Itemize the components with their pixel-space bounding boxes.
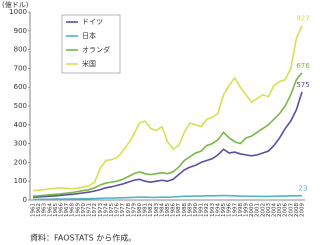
- end-value-label: 676: [296, 62, 310, 70]
- y-tick-label: 400: [14, 121, 27, 129]
- x-tick-label: 1982: [148, 203, 154, 217]
- x-tick-label: 1971: [87, 203, 93, 217]
- x-tick-label: 1966: [59, 203, 65, 217]
- x-tick-label: 1991: [199, 203, 205, 217]
- x-tick-label: 2005: [277, 203, 283, 217]
- x-tick-label: 2007: [288, 203, 294, 217]
- x-tick-label: 1968: [70, 203, 76, 217]
- legend-label: ドイツ: [82, 18, 103, 26]
- x-tick-label: 1974: [103, 203, 109, 217]
- x-tick-label: 1961: [31, 203, 37, 217]
- y-tick-label: 700: [14, 64, 27, 72]
- x-tick-label: 2008: [294, 203, 300, 217]
- x-tick-label: 2001: [255, 203, 261, 217]
- x-tick-label: 1972: [92, 203, 98, 217]
- series-line: [33, 194, 303, 201]
- x-tick-label: 1986: [171, 203, 177, 217]
- series-line: [32, 72, 303, 198]
- series-line: [32, 91, 303, 198]
- x-tick-label: 1969: [75, 203, 81, 217]
- y-tick-label: 100: [14, 177, 27, 185]
- x-tick-label: 1999: [243, 203, 249, 217]
- end-value-label: 927: [296, 15, 309, 23]
- legend-label: 米国: [82, 59, 96, 68]
- y-tick-label: 800: [14, 46, 27, 54]
- x-tick-label: 1981: [143, 203, 149, 217]
- x-tick-label: 1985: [165, 203, 171, 217]
- y-tick-label: 1000: [9, 8, 27, 16]
- x-tick-label: 1992: [204, 203, 210, 217]
- x-tick-label: 1977: [120, 203, 126, 217]
- x-tick-label: 2006: [283, 203, 289, 217]
- x-tick-label: 2000: [249, 203, 255, 217]
- x-tick-label: 1962: [36, 203, 42, 217]
- y-unit-label: (億ドル): [2, 0, 29, 9]
- x-tick-label: 2003: [266, 203, 272, 217]
- x-tick-label: 2004: [271, 203, 277, 217]
- x-tick-label: 1998: [238, 203, 244, 217]
- x-tick-label: 1996: [227, 203, 233, 217]
- x-tick-label: 1979: [131, 203, 137, 217]
- series-line: [32, 25, 303, 192]
- y-tick-label: 900: [14, 27, 27, 35]
- x-tick-label: 1997: [232, 203, 238, 217]
- x-tick-label: 1967: [64, 203, 70, 217]
- x-tick-label: 1983: [154, 203, 160, 217]
- y-tick-label: 300: [14, 140, 27, 148]
- legend-label: オランダ: [82, 45, 110, 54]
- chart: (億ドル) 資料：FAOSTATS から作成。 0 100 200 300 400 500…: [2, 0, 310, 243]
- x-tick-label: 1976: [115, 203, 121, 217]
- end-value-label: 575: [296, 81, 309, 89]
- x-tick-label: 1975: [109, 203, 115, 217]
- legend-label: 日本: [82, 31, 96, 40]
- x-tick-label: 1995: [221, 203, 227, 217]
- x-tick-label: 1964: [47, 203, 53, 217]
- x-tick-label: 1994: [215, 203, 221, 217]
- x-tick-label: 1987: [176, 203, 182, 217]
- end-value-label: 23: [299, 185, 308, 193]
- source-note: 資料：FAOSTATS から作成。: [30, 233, 136, 243]
- x-tick-label: 1963: [42, 203, 48, 217]
- x-tick-label: 2002: [260, 203, 266, 217]
- x-tick-label: 1990: [193, 203, 199, 217]
- x-tick-label: 1970: [81, 203, 87, 217]
- x-tick-label: 1973: [98, 203, 104, 217]
- x-tick-label: 1984: [159, 203, 165, 217]
- x-tick-label: 1993: [210, 203, 216, 217]
- x-tick-label: 1965: [53, 203, 59, 217]
- y-tick-label: 600: [14, 83, 27, 91]
- y-tick-label: 500: [14, 102, 27, 110]
- y-tick-label: 200: [14, 158, 27, 166]
- x-tick-label: 2009: [300, 203, 306, 217]
- x-tick-label: 1980: [137, 203, 143, 217]
- y-tick-label: 0: [23, 196, 27, 204]
- x-tick-label: 1978: [126, 203, 132, 217]
- x-tick-label: 1988: [182, 203, 188, 217]
- x-tick-label: 1989: [187, 203, 193, 217]
